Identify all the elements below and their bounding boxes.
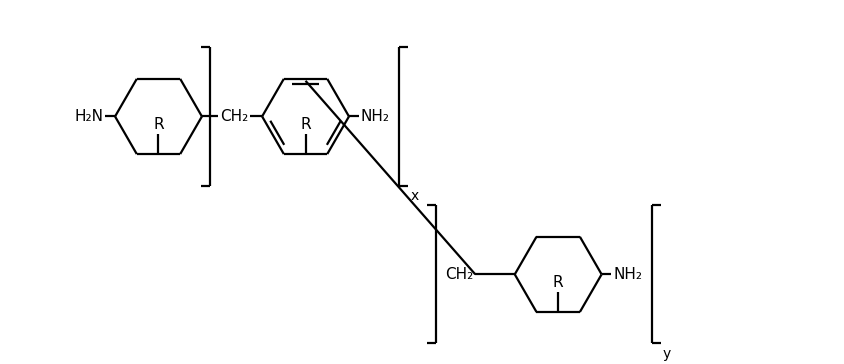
- Text: x: x: [410, 190, 419, 203]
- Text: NH₂: NH₂: [614, 267, 642, 282]
- Text: CH₂: CH₂: [219, 109, 248, 124]
- Text: R: R: [553, 275, 564, 290]
- Text: H₂N: H₂N: [74, 109, 103, 124]
- Text: CH₂: CH₂: [445, 267, 473, 282]
- Text: R: R: [153, 117, 164, 132]
- Text: NH₂: NH₂: [361, 109, 390, 124]
- Text: R: R: [300, 117, 311, 132]
- Text: y: y: [663, 347, 671, 361]
